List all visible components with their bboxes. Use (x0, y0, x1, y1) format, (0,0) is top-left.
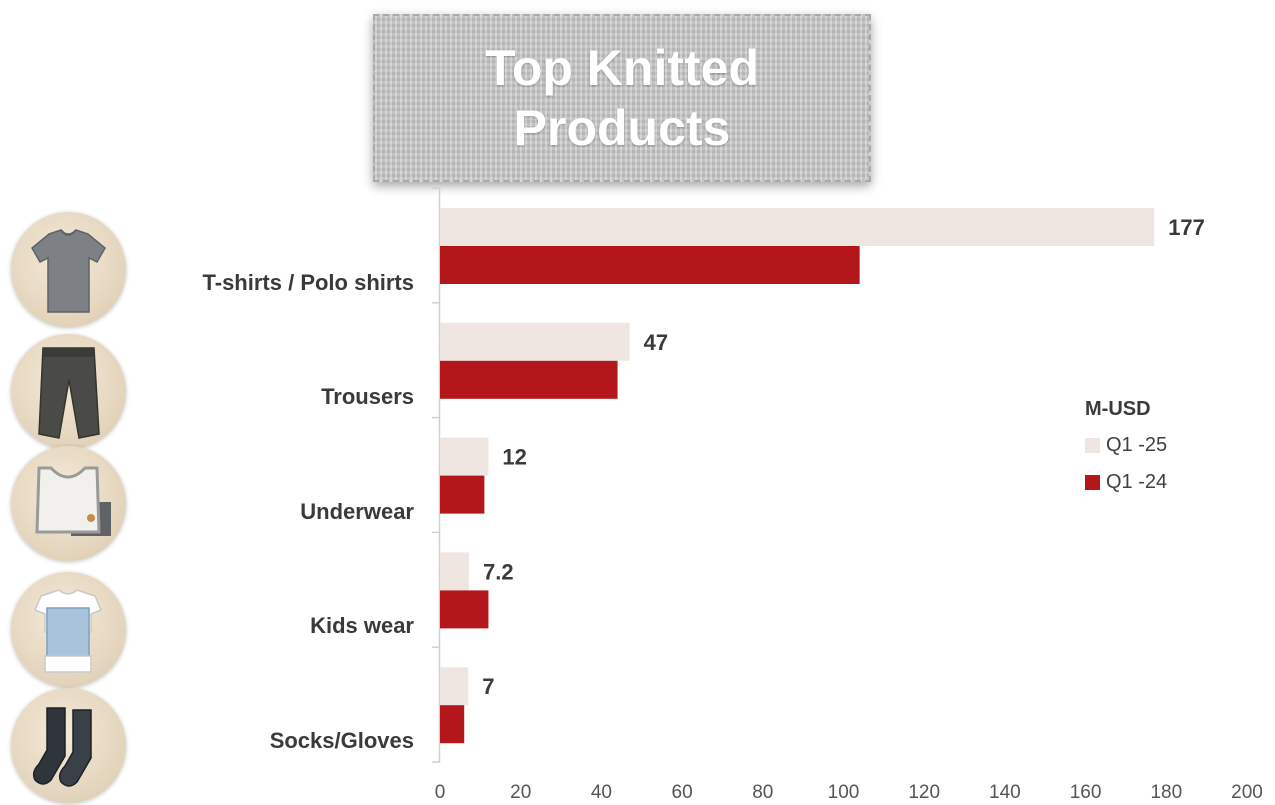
legend-swatch (1085, 475, 1100, 490)
legend-label: Q1 -25 (1106, 434, 1168, 456)
bar-q1-25 (440, 208, 1155, 246)
legend-swatch (1085, 438, 1100, 453)
x-tick-label: 20 (510, 782, 531, 803)
x-tick-label: 180 (1150, 782, 1182, 803)
grey-trousers-icon (11, 334, 126, 449)
x-tick-label: 140 (989, 782, 1021, 803)
bar-q1-24 (440, 246, 860, 284)
bar-q1-25 (440, 552, 470, 591)
dark-socks-icon (11, 688, 126, 803)
x-tick-label: 200 (1231, 782, 1263, 803)
x-tick-label: 0 (435, 782, 446, 803)
data-label: 47 (644, 330, 668, 355)
grey-tshirt-icon (11, 212, 126, 327)
white-underwear-icon (11, 446, 126, 561)
x-tick-label: 120 (908, 782, 940, 803)
legend-item-q1-25: Q1 -25 (1085, 427, 1167, 464)
data-label: 7.2 (483, 559, 514, 584)
x-tick-label: 40 (591, 782, 612, 803)
bar-q1-25 (440, 322, 630, 361)
category-label: T-shirts / Polo shirts (202, 270, 414, 295)
title-banner: Top Knitted Products (373, 14, 871, 182)
x-tick-label: 80 (752, 782, 773, 803)
x-tick-label: 160 (1070, 782, 1102, 803)
data-label: 7 (482, 674, 494, 699)
category-label: Kids wear (310, 613, 414, 638)
bar-q1-24 (440, 475, 485, 514)
category-label: Socks/Gloves (269, 728, 414, 753)
kids-overall-icon (11, 572, 126, 687)
legend: M-USD Q1 -25 Q1 -24 (1085, 398, 1167, 501)
legend-title: M-USD (1085, 398, 1151, 420)
category-label: Underwear (300, 499, 414, 524)
legend-item-q1-24: Q1 -24 (1085, 464, 1167, 501)
chart-title: Top Knitted Products (485, 40, 759, 156)
bar-q1-24 (440, 590, 489, 629)
bar-q1-24 (440, 705, 465, 744)
x-tick-label: 100 (828, 782, 860, 803)
bar-q1-25 (440, 437, 489, 476)
data-label: 12 (502, 445, 526, 470)
bar-q1-24 (440, 360, 618, 399)
category-label: Trousers (321, 384, 414, 409)
data-label: 177 (1168, 215, 1205, 240)
legend-label: Q1 -24 (1106, 471, 1168, 493)
x-tick-label: 60 (672, 782, 693, 803)
bar-q1-25 (440, 667, 469, 706)
